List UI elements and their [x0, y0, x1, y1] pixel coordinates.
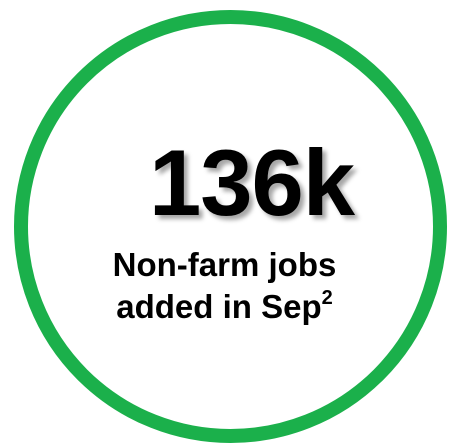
stat-caption-line2: added in Sep — [116, 288, 322, 325]
stat-caption-line1: Non-farm jobs — [112, 246, 337, 283]
stat-value: 136k — [148, 130, 355, 235]
stat-caption-line2-wrapper: added in Sep2 — [0, 286, 449, 328]
footnote-marker: 2 — [321, 287, 333, 309]
stat-caption: Non-farm jobs added in Sep2 — [0, 244, 449, 328]
